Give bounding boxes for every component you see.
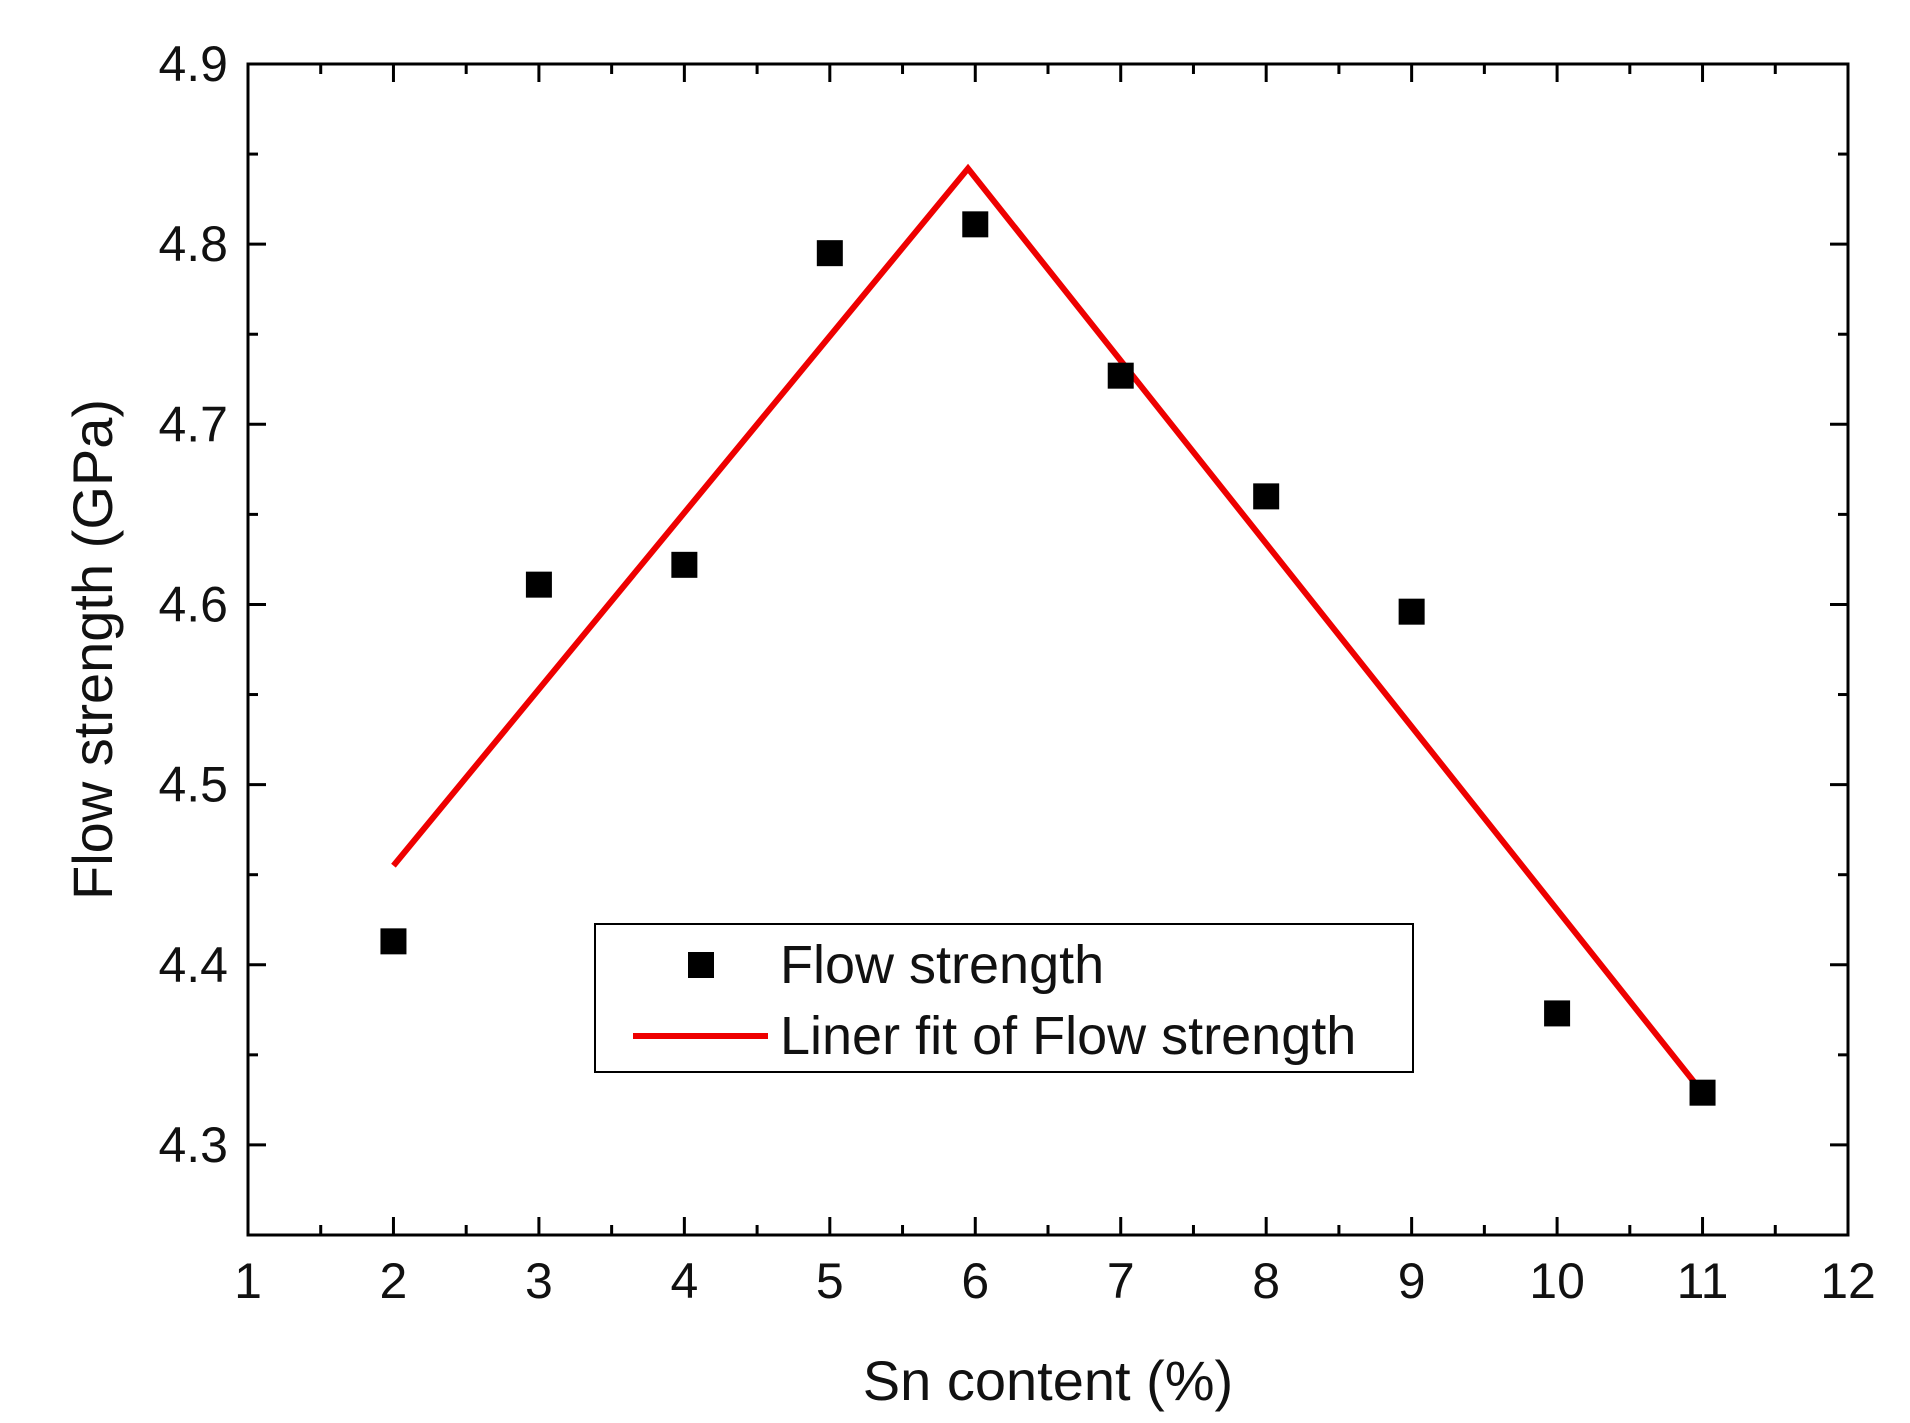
data-point xyxy=(1544,1000,1571,1027)
x-tick-label: 7 xyxy=(1107,1253,1135,1309)
data-point xyxy=(1398,598,1425,625)
x-tick-label: 6 xyxy=(961,1253,989,1309)
y-tick-label: 4.8 xyxy=(158,216,228,272)
x-axis-title: Sn content (%) xyxy=(863,1349,1233,1412)
y-tick-label: 4.6 xyxy=(158,576,228,632)
data-point xyxy=(816,240,843,267)
legend-label-linear-fit: Liner fit of Flow strength xyxy=(780,1006,1356,1066)
data-point xyxy=(962,211,989,238)
fit-line-layer xyxy=(391,163,1705,1095)
y-tick-label: 4.3 xyxy=(158,1117,228,1173)
x-tick-label: 11 xyxy=(1677,1253,1729,1309)
y-tick-label: 4.4 xyxy=(158,937,228,993)
legend: Flow strength Liner fit of Flow strength xyxy=(594,923,1414,1073)
data-point xyxy=(1107,362,1134,389)
x-axis: 1 2 3 4 5 6 7 8 9 10 11 12 xyxy=(234,64,1876,1309)
x-tick-label: 8 xyxy=(1252,1253,1280,1309)
y-tick-label: 4.7 xyxy=(158,396,228,452)
x-tick-label: 9 xyxy=(1398,1253,1426,1309)
x-tick-label: 4 xyxy=(670,1253,698,1309)
legend-label-flow-strength: Flow strength xyxy=(780,935,1104,995)
y-axis: 4.3 4.4 4.5 4.6 4.7 4.8 4.9 xyxy=(158,36,1848,1237)
y-tick-label: 4.9 xyxy=(158,36,228,92)
fit-line xyxy=(391,163,1705,1095)
data-point xyxy=(1253,483,1280,510)
x-tick-label: 3 xyxy=(525,1253,553,1309)
legend-marker-square-icon xyxy=(688,952,714,978)
data-point xyxy=(380,928,407,955)
x-tick-label: 10 xyxy=(1529,1253,1585,1309)
legend-box xyxy=(594,923,1414,1073)
data-point xyxy=(671,551,698,578)
data-point xyxy=(1689,1079,1716,1106)
x-tick-label: 5 xyxy=(816,1253,844,1309)
y-tick-label: 4.5 xyxy=(158,757,228,813)
y-axis-title: Flow strength (GPa) xyxy=(61,399,124,900)
x-tick-label: 1 xyxy=(234,1253,262,1309)
x-tick-label: 12 xyxy=(1820,1253,1876,1309)
data-point xyxy=(525,571,552,598)
scatter-points-layer xyxy=(380,211,1716,1106)
x-tick-label: 2 xyxy=(380,1253,408,1309)
